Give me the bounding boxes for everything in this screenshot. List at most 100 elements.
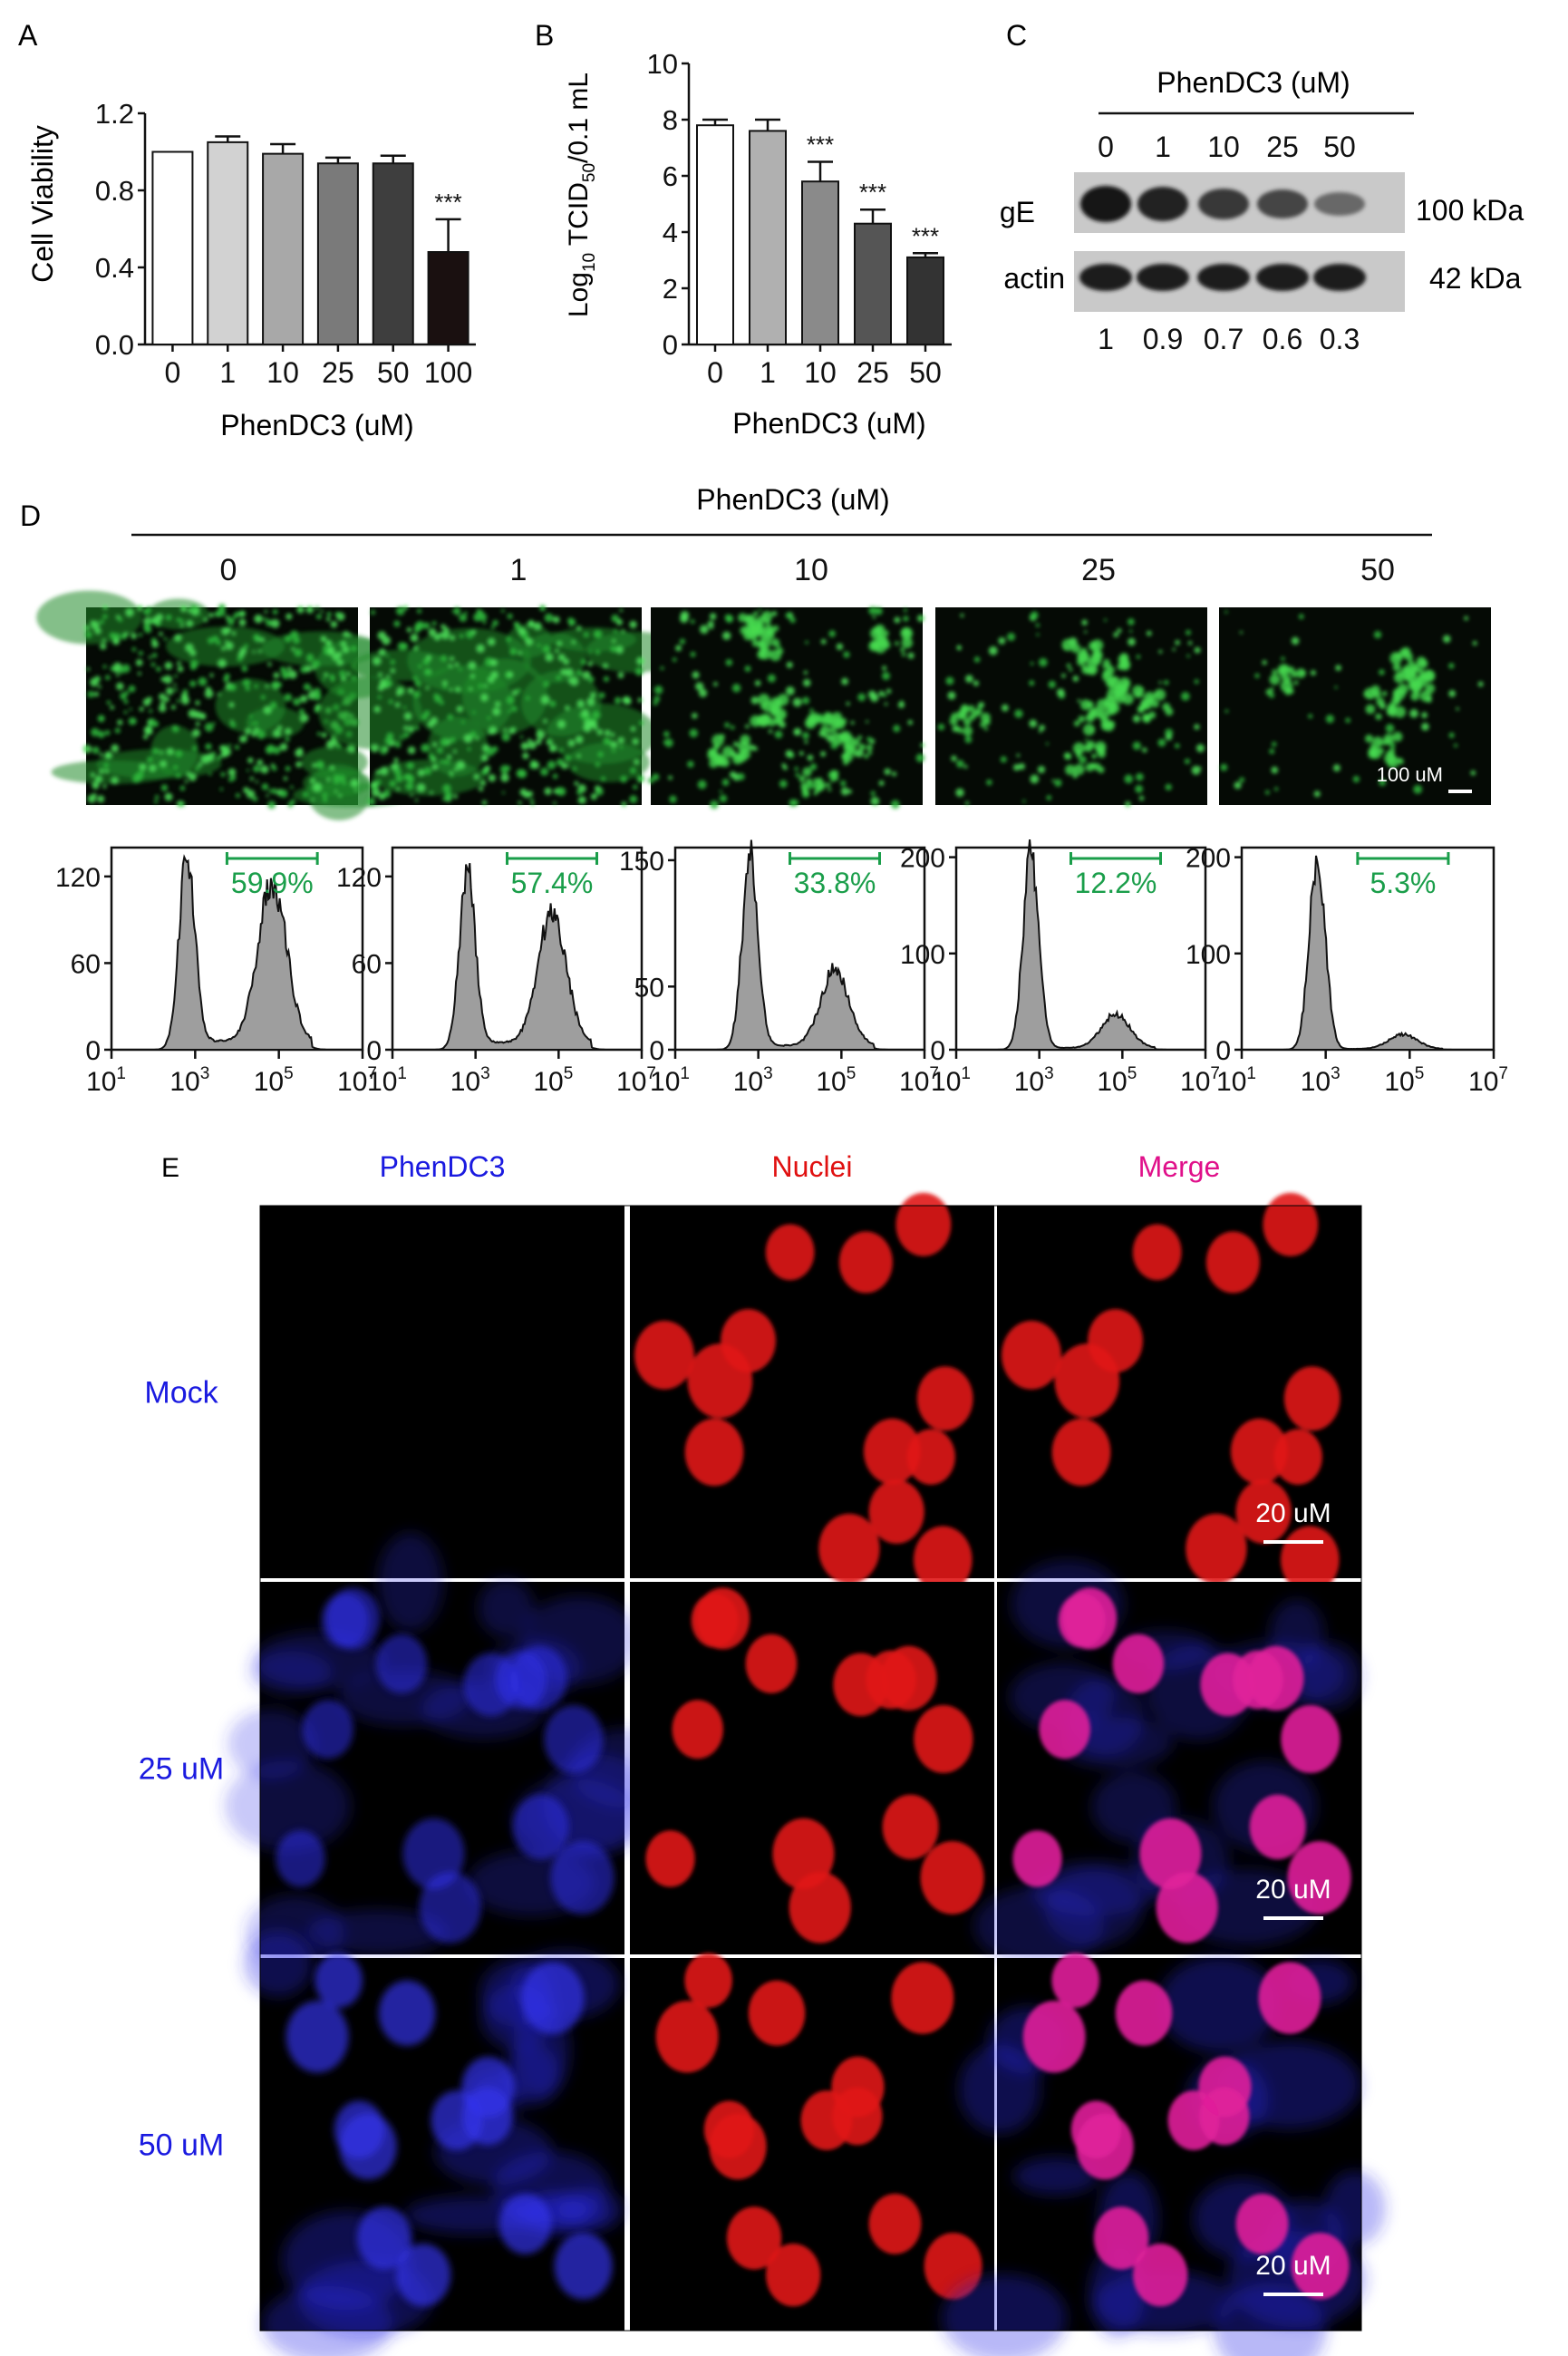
b-ytick-label: 2 xyxy=(663,273,678,305)
fluorescence-spot xyxy=(614,696,622,704)
fluorescence-spot xyxy=(176,699,180,703)
fluorescence-spot xyxy=(266,794,269,798)
fluorescence-spot xyxy=(291,646,295,651)
fluorescence-spot xyxy=(285,728,292,735)
fluorescence-spot xyxy=(208,612,214,618)
fluorescence-spot xyxy=(217,607,226,617)
fluorescence-cluster-dot xyxy=(764,618,771,625)
fluorescence-spot xyxy=(170,704,176,710)
panel-b-chart: 0 2 4 6 8 10 0 1 *** 10 *** 25 *** 50 xyxy=(647,48,952,389)
fluorescence-spot xyxy=(1077,699,1081,703)
fluorescence-spot xyxy=(563,658,569,665)
fluorescence-spot xyxy=(612,749,615,752)
a-significance: *** xyxy=(434,189,461,216)
nucleus xyxy=(914,1704,973,1773)
fluorescence-spot xyxy=(1078,755,1087,764)
fluorescence-spot xyxy=(373,705,381,713)
fluorescence-spot xyxy=(293,636,300,645)
fluorescence-spot xyxy=(295,761,303,768)
fluorescence-cluster-dot xyxy=(980,713,991,723)
fluorescence-spot xyxy=(663,731,670,738)
fluorescence-cluster-dot xyxy=(1391,706,1397,713)
fluorescence-spot xyxy=(242,678,251,687)
fluorescence-spot xyxy=(423,668,431,676)
confocal-column-header: Merge xyxy=(1138,1150,1221,1183)
b-xtick-label: 10 xyxy=(804,356,837,389)
fluorescence-spot xyxy=(795,772,800,778)
fluorescence-spot xyxy=(894,616,901,624)
histogram-xtick-exponent: 1 xyxy=(961,1064,971,1083)
fluorescence-cluster-dot xyxy=(1269,687,1274,692)
fluorescence-spot xyxy=(903,616,909,622)
fluorescence-spot xyxy=(184,780,189,783)
b-bar xyxy=(696,124,734,345)
fluorescence-spot xyxy=(403,712,412,721)
fluorescence-spot xyxy=(709,613,717,620)
fluorescence-spot xyxy=(519,788,528,796)
fluorescence-spot xyxy=(459,613,468,622)
fluorescence-spot xyxy=(1165,783,1172,790)
blot-lane-label: 1 xyxy=(1155,131,1171,163)
fluorescence-spot xyxy=(1018,762,1025,771)
fluorescence-cluster-dot xyxy=(820,725,830,735)
fluorescence-spot xyxy=(549,700,557,707)
nucleus xyxy=(1233,1650,1284,1710)
fluorescence-cluster-dot xyxy=(817,782,825,790)
fluorescence-spot xyxy=(634,667,644,676)
fluorescence-spot xyxy=(1000,756,1007,763)
fluorescence-spot xyxy=(1448,663,1455,669)
fluorescence-spot xyxy=(195,722,200,727)
fluorescence-spot xyxy=(553,789,558,794)
fluorescence-patch xyxy=(215,678,286,733)
fluorescence-spot xyxy=(99,619,104,625)
fluorescence-spot xyxy=(692,713,698,719)
fluorescence-spot xyxy=(660,666,664,671)
fluorescence-spot xyxy=(98,684,102,689)
fluorescence-spot xyxy=(622,696,632,705)
panel-a-chart: 0.0 0.4 0.8 1.2 0 1 10 25 50 *** 100 xyxy=(95,98,476,389)
a-bar xyxy=(427,251,469,345)
fluorescence-spot xyxy=(413,626,421,634)
fluorescence-spot xyxy=(116,633,120,637)
fluorescence-spot xyxy=(469,687,473,691)
fluorescence-spot xyxy=(320,609,324,613)
fluorescence-spot xyxy=(548,744,557,752)
nucleus xyxy=(868,1479,924,1544)
fluorescence-spot xyxy=(384,679,392,687)
fluorescence-cluster-dot xyxy=(709,758,719,769)
fluorescence-spot xyxy=(378,648,386,656)
fluorescence-spot xyxy=(238,735,247,743)
nucleus xyxy=(916,1366,973,1431)
fluorescence-spot xyxy=(350,779,359,788)
fluorescence-spot xyxy=(177,661,181,666)
fluorescence-spot xyxy=(1448,690,1457,698)
fluorescence-spot xyxy=(373,656,382,665)
panel-e: E PhenDC3 Nuclei Merge Mock 25 uM 50 uM 20 uM 2… xyxy=(139,1150,1386,2356)
fluorescence-spot xyxy=(191,609,198,616)
fluorescence-spot xyxy=(224,673,230,680)
fluorescence-spot xyxy=(382,635,392,645)
fluorescence-cluster-dot xyxy=(895,641,899,646)
fluorescence-spot xyxy=(118,668,124,674)
fluorescence-spot xyxy=(238,618,247,626)
phendc3-blob xyxy=(941,2274,1067,2356)
fluorescence-spot xyxy=(955,788,964,798)
fluorescence-spot xyxy=(110,705,115,710)
fluorescence-spot xyxy=(463,733,473,743)
fluorescence-spot xyxy=(287,801,294,808)
fluorescence-patch xyxy=(318,676,422,750)
fluorescence-cluster-dot xyxy=(906,631,912,636)
fluorescence-spot xyxy=(440,738,449,747)
fluorescence-micrographs: 0 1 10 25 50 100 uM xyxy=(36,553,1491,820)
fluorescence-spot xyxy=(1084,630,1088,634)
fluorescence-spot xyxy=(605,739,612,745)
histogram-distribution xyxy=(392,863,642,1051)
fluorescence-spot xyxy=(518,769,528,779)
fluorescence-spot xyxy=(237,655,243,662)
fluorescence-spot xyxy=(500,773,509,782)
fluorescence-spot xyxy=(576,670,583,676)
fluorescence-spot xyxy=(689,728,699,738)
fluorescence-spot xyxy=(412,690,421,698)
fluorescence-spot xyxy=(138,633,143,637)
fluorescence-spot xyxy=(1158,649,1163,654)
